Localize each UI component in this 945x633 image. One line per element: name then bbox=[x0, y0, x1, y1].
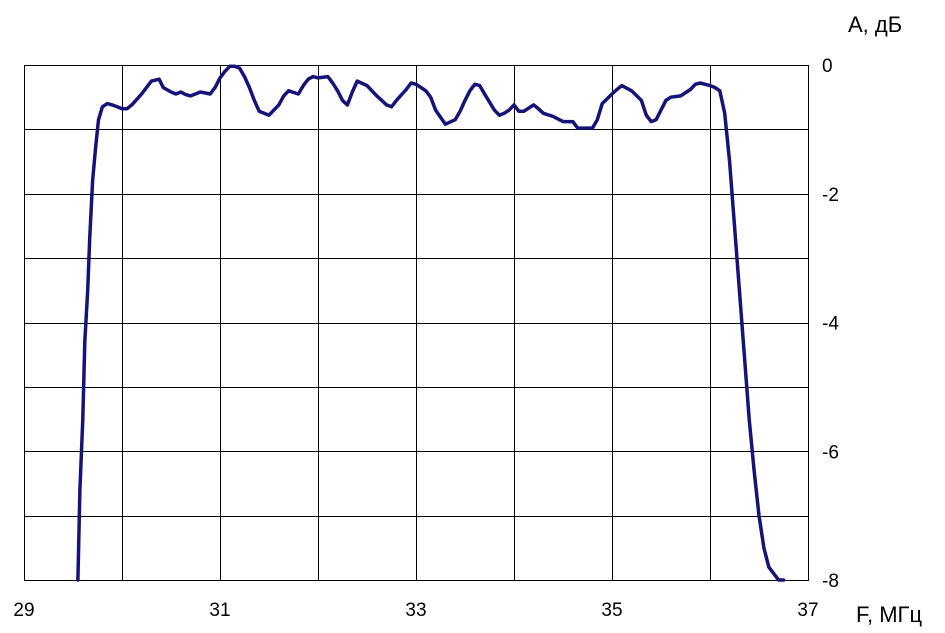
tick-labels: 29 31 33 35 37 0 -2 -4 -6 -8 bbox=[13, 56, 839, 621]
series-layer bbox=[76, 64, 786, 582]
y-tick-label: -8 bbox=[822, 571, 839, 592]
plot-frame bbox=[24, 65, 809, 581]
x-tick-label: 29 bbox=[13, 600, 34, 621]
response-curve bbox=[76, 64, 786, 582]
x-tick-label: 31 bbox=[209, 600, 230, 621]
y-tick-label: -4 bbox=[822, 314, 839, 335]
y-axis-title: А, дБ bbox=[848, 12, 902, 37]
x-tick-label: 33 bbox=[405, 600, 426, 621]
y-tick-label: 0 bbox=[822, 56, 833, 77]
grid bbox=[24, 65, 808, 580]
x-axis-title: F, МГц bbox=[856, 602, 922, 627]
x-tick-label: 35 bbox=[601, 600, 622, 621]
y-tick-label: -6 bbox=[822, 442, 839, 463]
y-tick-label: -2 bbox=[822, 185, 839, 206]
x-tick-label: 37 bbox=[797, 600, 818, 621]
axes bbox=[24, 65, 809, 581]
